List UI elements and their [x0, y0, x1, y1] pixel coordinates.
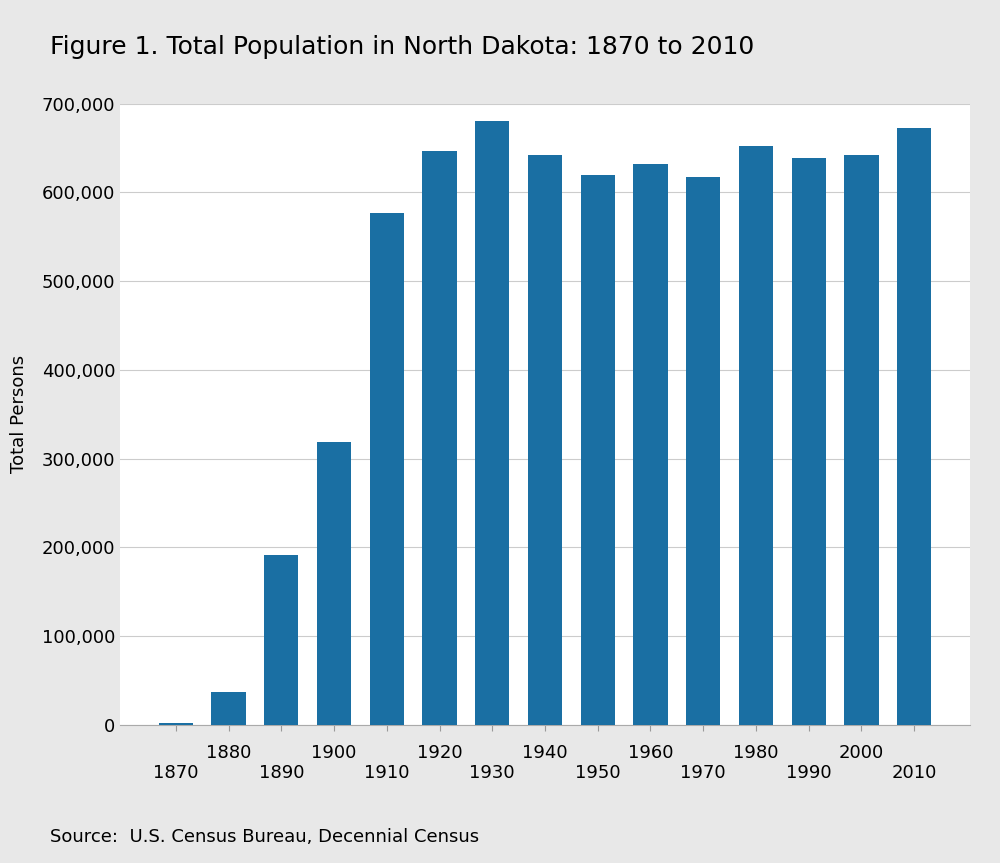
Bar [264, 556, 298, 725]
Bar [844, 154, 879, 725]
Text: 1960: 1960 [628, 745, 673, 762]
Text: 1950: 1950 [575, 764, 621, 782]
Text: Source:  U.S. Census Bureau, Decennial Census: Source: U.S. Census Bureau, Decennial Ce… [50, 828, 479, 846]
Text: Figure 1. Total Population in North Dakota: 1870 to 2010: Figure 1. Total Population in North Dako… [50, 35, 754, 59]
Y-axis label: Total Persons: Total Persons [10, 356, 28, 473]
Text: 2010: 2010 [892, 764, 937, 782]
Bar [581, 175, 615, 725]
Bar [475, 121, 509, 725]
Bar [422, 151, 457, 725]
Text: 1890: 1890 [259, 764, 304, 782]
Text: 1990: 1990 [786, 764, 832, 782]
Bar [792, 158, 826, 725]
Bar [159, 723, 193, 725]
Text: 1930: 1930 [469, 764, 515, 782]
Text: 1870: 1870 [153, 764, 199, 782]
Text: 1920: 1920 [417, 745, 462, 762]
Bar [528, 155, 562, 725]
Text: 1980: 1980 [733, 745, 779, 762]
Bar [739, 146, 773, 725]
Text: 1970: 1970 [680, 764, 726, 782]
Text: 1940: 1940 [522, 745, 568, 762]
Bar [686, 177, 720, 725]
Text: 2000: 2000 [839, 745, 884, 762]
Bar [633, 163, 668, 725]
Bar [211, 692, 246, 725]
Bar [317, 442, 351, 725]
Text: 1910: 1910 [364, 764, 410, 782]
Text: 1880: 1880 [206, 745, 251, 762]
Bar [370, 212, 404, 725]
Bar [897, 128, 931, 725]
Text: 1900: 1900 [311, 745, 357, 762]
